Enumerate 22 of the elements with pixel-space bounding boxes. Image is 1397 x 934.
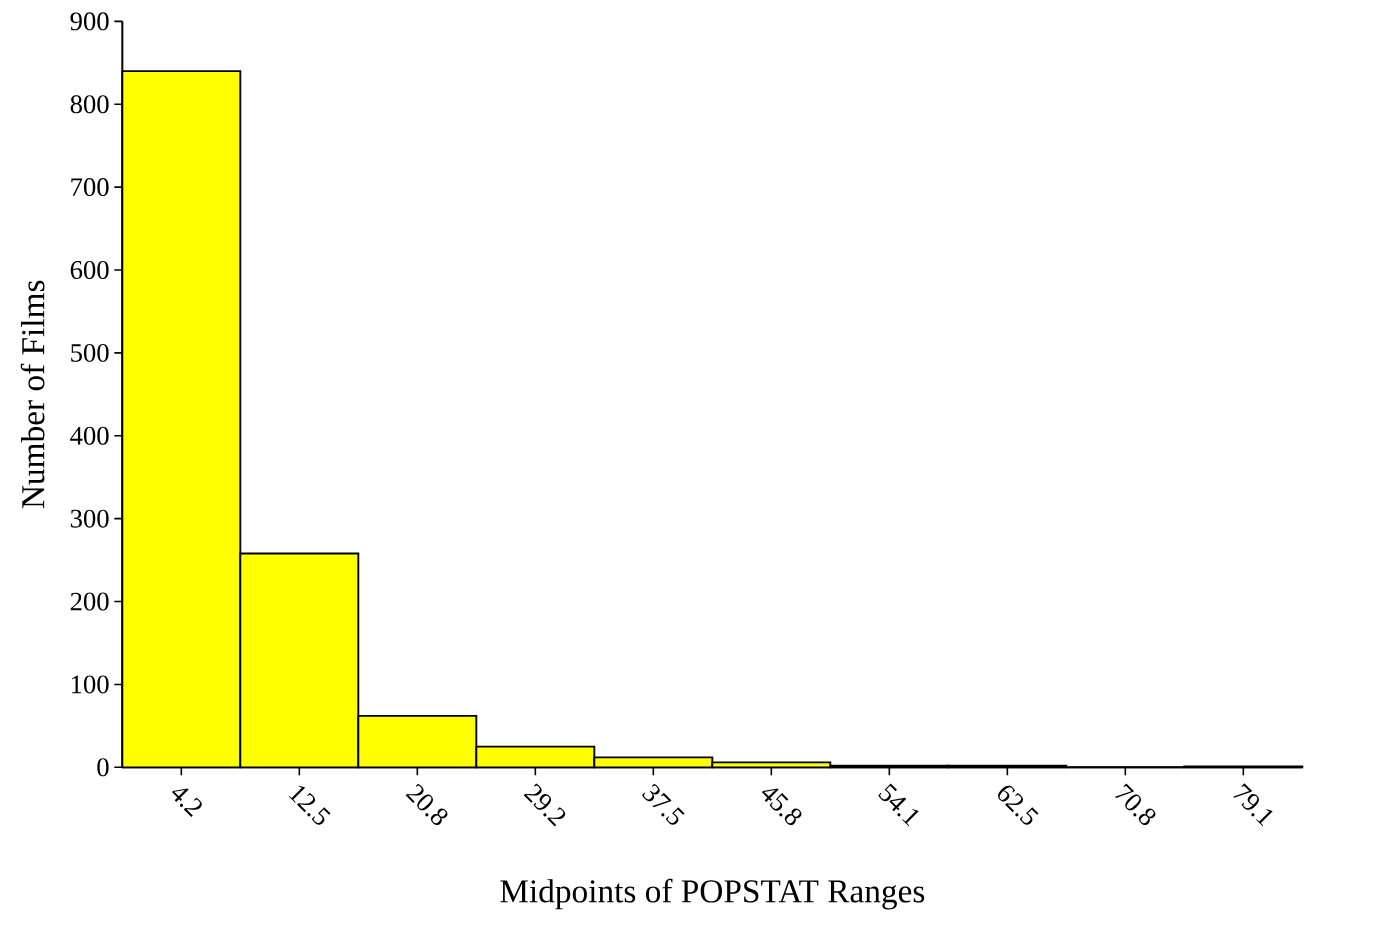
x-tick-label: 62.5 (998, 785, 1039, 825)
x-tick-label: 12.5 (288, 785, 331, 825)
y-axis-title: Number of Films (20, 280, 45, 509)
y-tick-label: 0 (97, 758, 109, 777)
x-tick-label: 70.8 (1114, 783, 1156, 826)
y-tick-label: 200 (70, 592, 109, 611)
y-tick-label: 900 (70, 12, 109, 31)
x-tick-label: 45.8 (761, 788, 802, 826)
y-tick-label: 600 (70, 261, 109, 279)
x-tick-label: 54.1 (878, 783, 919, 827)
x-tick-label: 20.8 (405, 783, 448, 826)
y-tick-label: 700 (71, 178, 109, 197)
y-tick-label: 400 (70, 426, 109, 445)
x-tick-label: 4.2 (171, 788, 202, 817)
x-tick-label: 37.5 (642, 783, 685, 825)
x-tick-label: 79.1 (1233, 783, 1273, 827)
y-tick-label: 800 (70, 95, 109, 114)
x-axis-title: Midpoints of POPSTAT Ranges (500, 878, 925, 910)
y-tick-label: 300 (70, 509, 109, 528)
y-tick-label: 100 (71, 675, 109, 694)
x-tick-label: 29.2 (523, 783, 566, 827)
y-tick-label: 500 (71, 343, 109, 362)
